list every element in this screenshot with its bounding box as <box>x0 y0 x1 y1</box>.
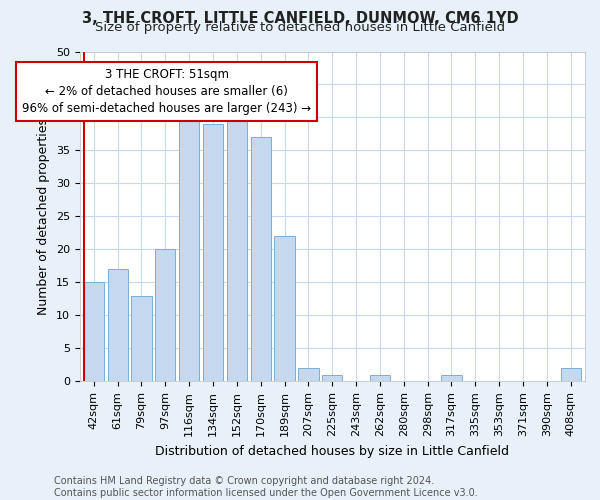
Text: 3, THE CROFT, LITTLE CANFIELD, DUNMOW, CM6 1YD: 3, THE CROFT, LITTLE CANFIELD, DUNMOW, C… <box>82 11 518 26</box>
Bar <box>83 282 104 382</box>
Bar <box>370 374 390 382</box>
Bar <box>251 138 271 382</box>
Bar <box>442 374 461 382</box>
Text: 3 THE CROFT: 51sqm
← 2% of detached houses are smaller (6)
96% of semi-detached : 3 THE CROFT: 51sqm ← 2% of detached hous… <box>22 68 311 115</box>
Text: Size of property relative to detached houses in Little Canfield: Size of property relative to detached ho… <box>95 22 505 35</box>
Bar <box>155 250 175 382</box>
Text: Contains HM Land Registry data © Crown copyright and database right 2024.
Contai: Contains HM Land Registry data © Crown c… <box>54 476 478 498</box>
Y-axis label: Number of detached properties: Number of detached properties <box>37 118 50 315</box>
Bar <box>298 368 319 382</box>
Bar <box>107 269 128 382</box>
Bar <box>560 368 581 382</box>
Bar <box>203 124 223 382</box>
X-axis label: Distribution of detached houses by size in Little Canfield: Distribution of detached houses by size … <box>155 444 509 458</box>
Bar <box>131 296 152 382</box>
Bar <box>322 374 343 382</box>
Bar <box>179 111 199 382</box>
Bar <box>227 104 247 382</box>
Bar <box>274 236 295 382</box>
